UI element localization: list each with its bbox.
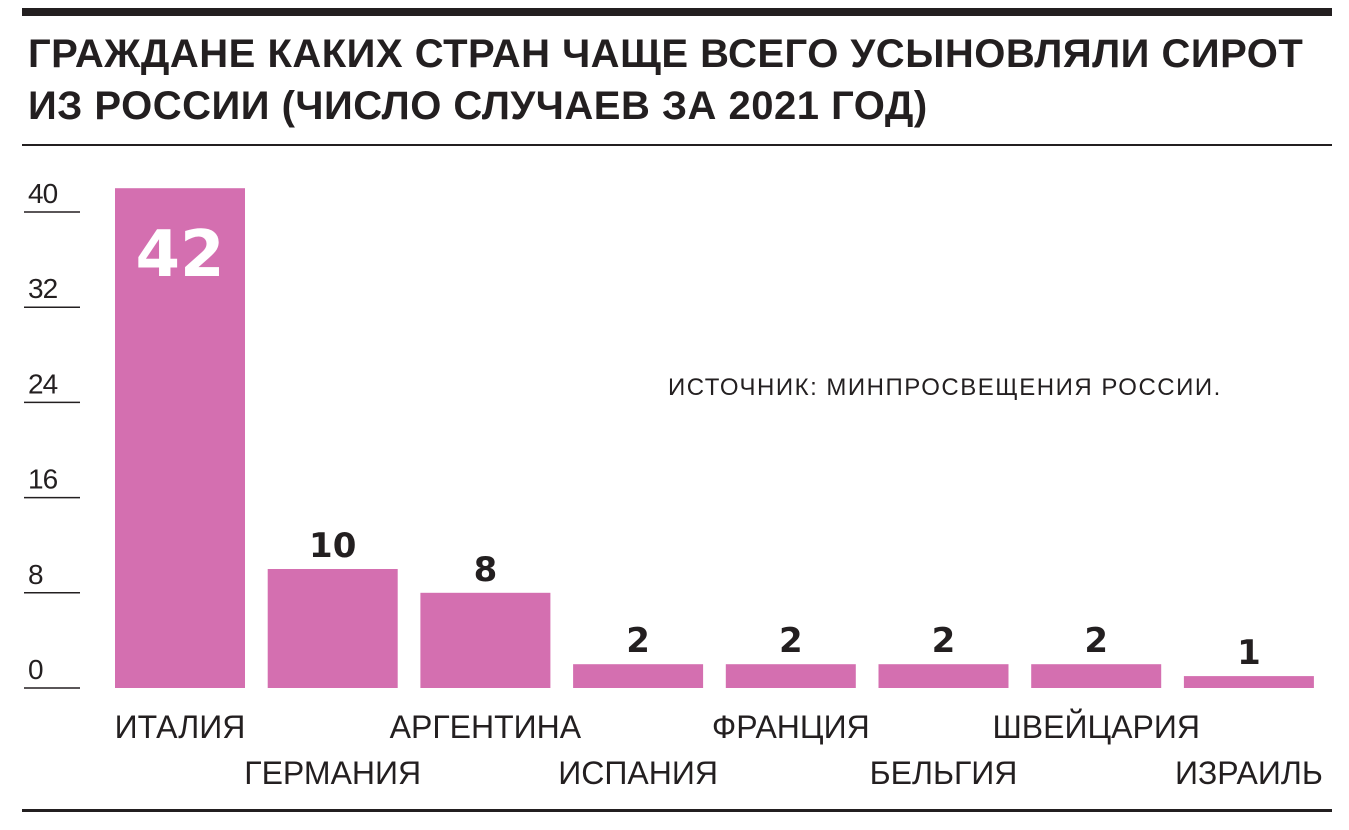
bar	[267, 569, 398, 688]
bar-value-label: 2	[932, 621, 956, 661]
y-tick-label: 16	[28, 464, 58, 495]
bar-value-label: 2	[626, 621, 650, 661]
bar	[1031, 664, 1162, 688]
top-rule	[22, 8, 1332, 16]
bar	[573, 664, 704, 688]
source-note: ИСТОЧНИК: МИНПРОСВЕЩЕНИЯ РОССИИ.	[668, 374, 1222, 401]
y-tick-label: 32	[28, 273, 58, 304]
category-label: ФРАНЦИЯ	[712, 709, 870, 745]
bar-value-label: 1	[1237, 633, 1261, 673]
bar-value-label: 8	[474, 550, 498, 590]
category-label: БЕЛЬГИЯ	[870, 755, 1018, 791]
bar-value-label: 42	[135, 218, 224, 292]
bar-value-label: 2	[1084, 621, 1108, 661]
category-label: ИСПАНИЯ	[558, 755, 718, 791]
bar-value-label: 2	[779, 621, 803, 661]
x-axis-labels: ИТАЛИЯ ГЕРМАНИЯ АРГЕНТИНА ИСПАНИЯ ФРАНЦИЯБЕЛ…	[115, 709, 1323, 791]
category-label: ИЗРАИЛЬ	[1175, 755, 1323, 791]
bar	[115, 188, 245, 688]
chart-title: ГРАЖДАНЕ КАКИХ СТРАН ЧАЩЕ ВСЕГО УСЫНОВЛЯ…	[28, 32, 1304, 128]
title-divider	[22, 144, 1332, 146]
y-tick-label: 0	[28, 654, 43, 685]
y-axis: 0 8 16 24 32 40	[24, 178, 80, 689]
bar	[420, 592, 551, 688]
y-tick-label: 8	[28, 559, 43, 590]
category-label: ГЕРМАНИЯ	[244, 755, 421, 791]
bars-group	[115, 188, 1314, 688]
bar-value-label: 10	[309, 526, 356, 566]
category-label: ИТАЛИЯ	[115, 709, 246, 745]
value-labels-group: 42 10 8 2 2 2 2 1	[135, 218, 1260, 673]
y-tick-label: 40	[28, 178, 58, 209]
bar	[725, 664, 856, 688]
category-label: ШВЕЙЦАРИЯ	[992, 709, 1199, 745]
bottom-rule	[22, 809, 1332, 812]
category-label: АРГЕНТИНА	[390, 709, 582, 745]
y-tick-label: 24	[28, 368, 58, 399]
bar	[878, 664, 1009, 688]
bar	[1183, 676, 1314, 688]
